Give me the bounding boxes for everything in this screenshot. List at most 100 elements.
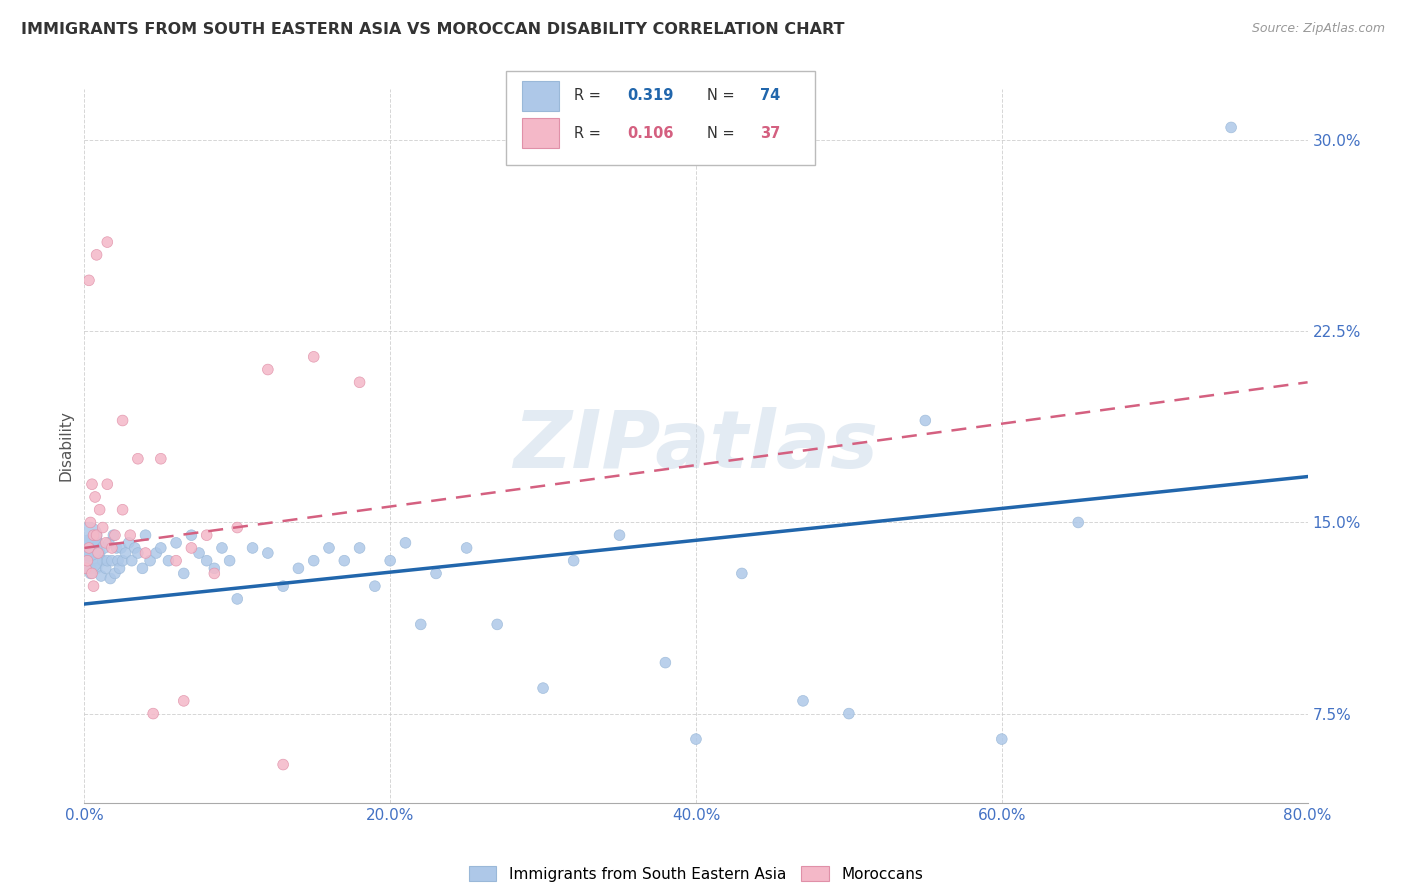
Point	[456, 541, 478, 555]
Point	[89, 546, 111, 560]
Point	[93, 541, 115, 555]
Point	[127, 451, 149, 466]
Point	[77, 541, 100, 555]
Point	[226, 591, 249, 606]
Point	[80, 566, 103, 581]
Point	[654, 656, 676, 670]
Point	[226, 520, 249, 534]
Point	[98, 572, 121, 586]
Point	[79, 566, 101, 581]
Point	[531, 681, 554, 695]
Point	[77, 541, 100, 555]
Point	[562, 554, 585, 568]
Point	[318, 541, 340, 555]
Point	[120, 528, 142, 542]
Point	[96, 554, 118, 568]
Point	[157, 554, 180, 568]
Point	[76, 554, 98, 568]
Point	[609, 528, 631, 542]
Point	[131, 561, 153, 575]
Point	[90, 569, 112, 583]
Text: 0.106: 0.106	[627, 126, 673, 141]
Point	[685, 732, 707, 747]
Point	[914, 413, 936, 427]
Point	[838, 706, 860, 721]
Text: ZIPatlas: ZIPatlas	[513, 407, 879, 485]
Point	[142, 706, 165, 721]
Point	[271, 579, 294, 593]
Point	[1067, 516, 1090, 530]
Point	[1220, 120, 1243, 135]
Text: N =: N =	[707, 88, 740, 103]
Point	[79, 561, 101, 575]
Point	[165, 536, 187, 550]
Point	[91, 554, 114, 568]
Point	[409, 617, 432, 632]
Point	[80, 546, 103, 560]
Point	[333, 554, 356, 568]
Point	[86, 248, 108, 262]
Point	[287, 561, 309, 575]
Point	[135, 528, 157, 542]
Point	[349, 541, 371, 555]
Point	[173, 566, 195, 581]
Point	[145, 546, 167, 560]
Point	[792, 694, 814, 708]
Text: 74: 74	[759, 88, 780, 103]
Point	[86, 528, 108, 542]
Text: Source: ZipAtlas.com: Source: ZipAtlas.com	[1251, 22, 1385, 36]
Text: N =: N =	[707, 126, 740, 141]
Point	[380, 554, 402, 568]
Point	[108, 561, 131, 575]
Point	[83, 528, 105, 542]
Point	[486, 617, 509, 632]
Point	[80, 477, 103, 491]
Y-axis label: Disability: Disability	[58, 410, 73, 482]
Point	[165, 554, 187, 568]
Point	[87, 536, 110, 550]
Point	[349, 376, 371, 390]
Point	[180, 541, 202, 555]
Point	[77, 554, 100, 568]
Point	[111, 413, 134, 427]
Point	[76, 554, 98, 568]
Point	[96, 477, 118, 491]
Point	[257, 546, 280, 560]
Point	[97, 536, 120, 550]
Point	[77, 528, 100, 542]
Point	[121, 554, 143, 568]
Point	[111, 502, 134, 516]
Point	[425, 566, 447, 581]
Point	[731, 566, 754, 581]
Point	[302, 350, 325, 364]
Point	[202, 561, 225, 575]
Legend: Immigrants from South Eastern Asia, Moroccans: Immigrants from South Eastern Asia, Moro…	[463, 860, 929, 888]
Point	[75, 561, 97, 575]
Point	[139, 554, 162, 568]
Point	[211, 541, 233, 555]
Point	[271, 757, 294, 772]
Point	[149, 541, 172, 555]
Point	[135, 546, 157, 560]
Point	[96, 235, 118, 249]
Point	[257, 362, 280, 376]
Text: 0.319: 0.319	[627, 88, 673, 103]
Point	[218, 554, 240, 568]
Point	[94, 536, 117, 550]
Point	[83, 541, 105, 555]
Point	[242, 541, 264, 555]
Text: IMMIGRANTS FROM SOUTH EASTERN ASIA VS MOROCCAN DISABILITY CORRELATION CHART: IMMIGRANTS FROM SOUTH EASTERN ASIA VS MO…	[21, 22, 845, 37]
Point	[180, 528, 202, 542]
Text: R =: R =	[574, 88, 606, 103]
Point	[114, 546, 136, 560]
FancyBboxPatch shape	[522, 81, 558, 111]
Point	[104, 566, 127, 581]
Point	[101, 554, 124, 568]
Point	[188, 546, 211, 560]
Point	[107, 554, 129, 568]
Point	[91, 520, 114, 534]
Point	[195, 528, 218, 542]
Point	[77, 273, 100, 287]
Point	[87, 546, 110, 560]
Point	[127, 546, 149, 560]
